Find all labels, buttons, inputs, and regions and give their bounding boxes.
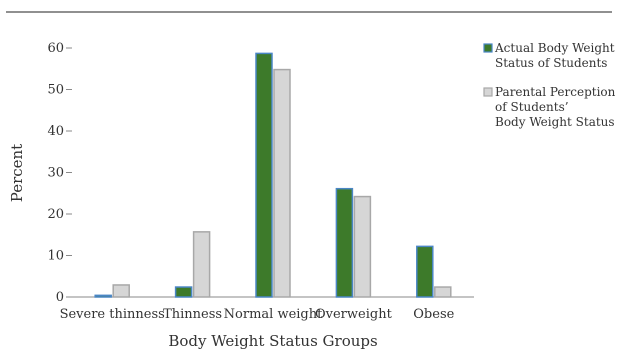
bar-parental-1 bbox=[192, 231, 211, 298]
y-tick-label: 40 bbox=[47, 124, 64, 139]
legend-swatch-actual bbox=[483, 43, 493, 53]
bar-actual-0 bbox=[94, 294, 112, 298]
y-tick-label: 20 bbox=[47, 207, 64, 222]
y-tick-label: 10 bbox=[47, 249, 64, 264]
y-tick-label: 60 bbox=[47, 41, 64, 56]
bar-parental-0 bbox=[112, 284, 130, 298]
bar-actual-4 bbox=[416, 245, 434, 298]
bars bbox=[94, 52, 452, 298]
legend-swatch-parental bbox=[483, 87, 493, 97]
y-tick-label: 30 bbox=[47, 166, 64, 181]
bar-actual-2 bbox=[255, 52, 273, 298]
y-axis-ticks: 0 10 20 30 40 50 60 bbox=[47, 41, 72, 305]
bar-parental-4 bbox=[434, 286, 452, 298]
y-axis-title: Percent bbox=[8, 144, 26, 202]
x-axis-title: Body Weight Status Groups bbox=[168, 332, 377, 350]
y-tick-label: 0 bbox=[56, 290, 64, 305]
bar-parental-3 bbox=[353, 195, 372, 298]
x-tick-label: Obese bbox=[413, 307, 454, 322]
bar-actual-1 bbox=[174, 286, 193, 298]
legend-label: Parental Perception bbox=[495, 85, 616, 99]
legend-label: Body Weight Status bbox=[495, 115, 615, 129]
bar-parental-2 bbox=[273, 68, 291, 298]
x-tick-label: Normal weight bbox=[224, 307, 323, 322]
bar-actual-3 bbox=[335, 187, 354, 298]
y-tick-label: 50 bbox=[47, 83, 64, 98]
x-tick-label: Thinness bbox=[163, 307, 222, 322]
legend-label: Actual Body Weight bbox=[494, 41, 615, 55]
x-tick-label: Overweight bbox=[315, 307, 393, 322]
legend-label: Status of Students bbox=[495, 56, 607, 70]
legend-label: of Students’ bbox=[495, 100, 569, 114]
x-tick-label: Severe thinness bbox=[60, 307, 165, 322]
